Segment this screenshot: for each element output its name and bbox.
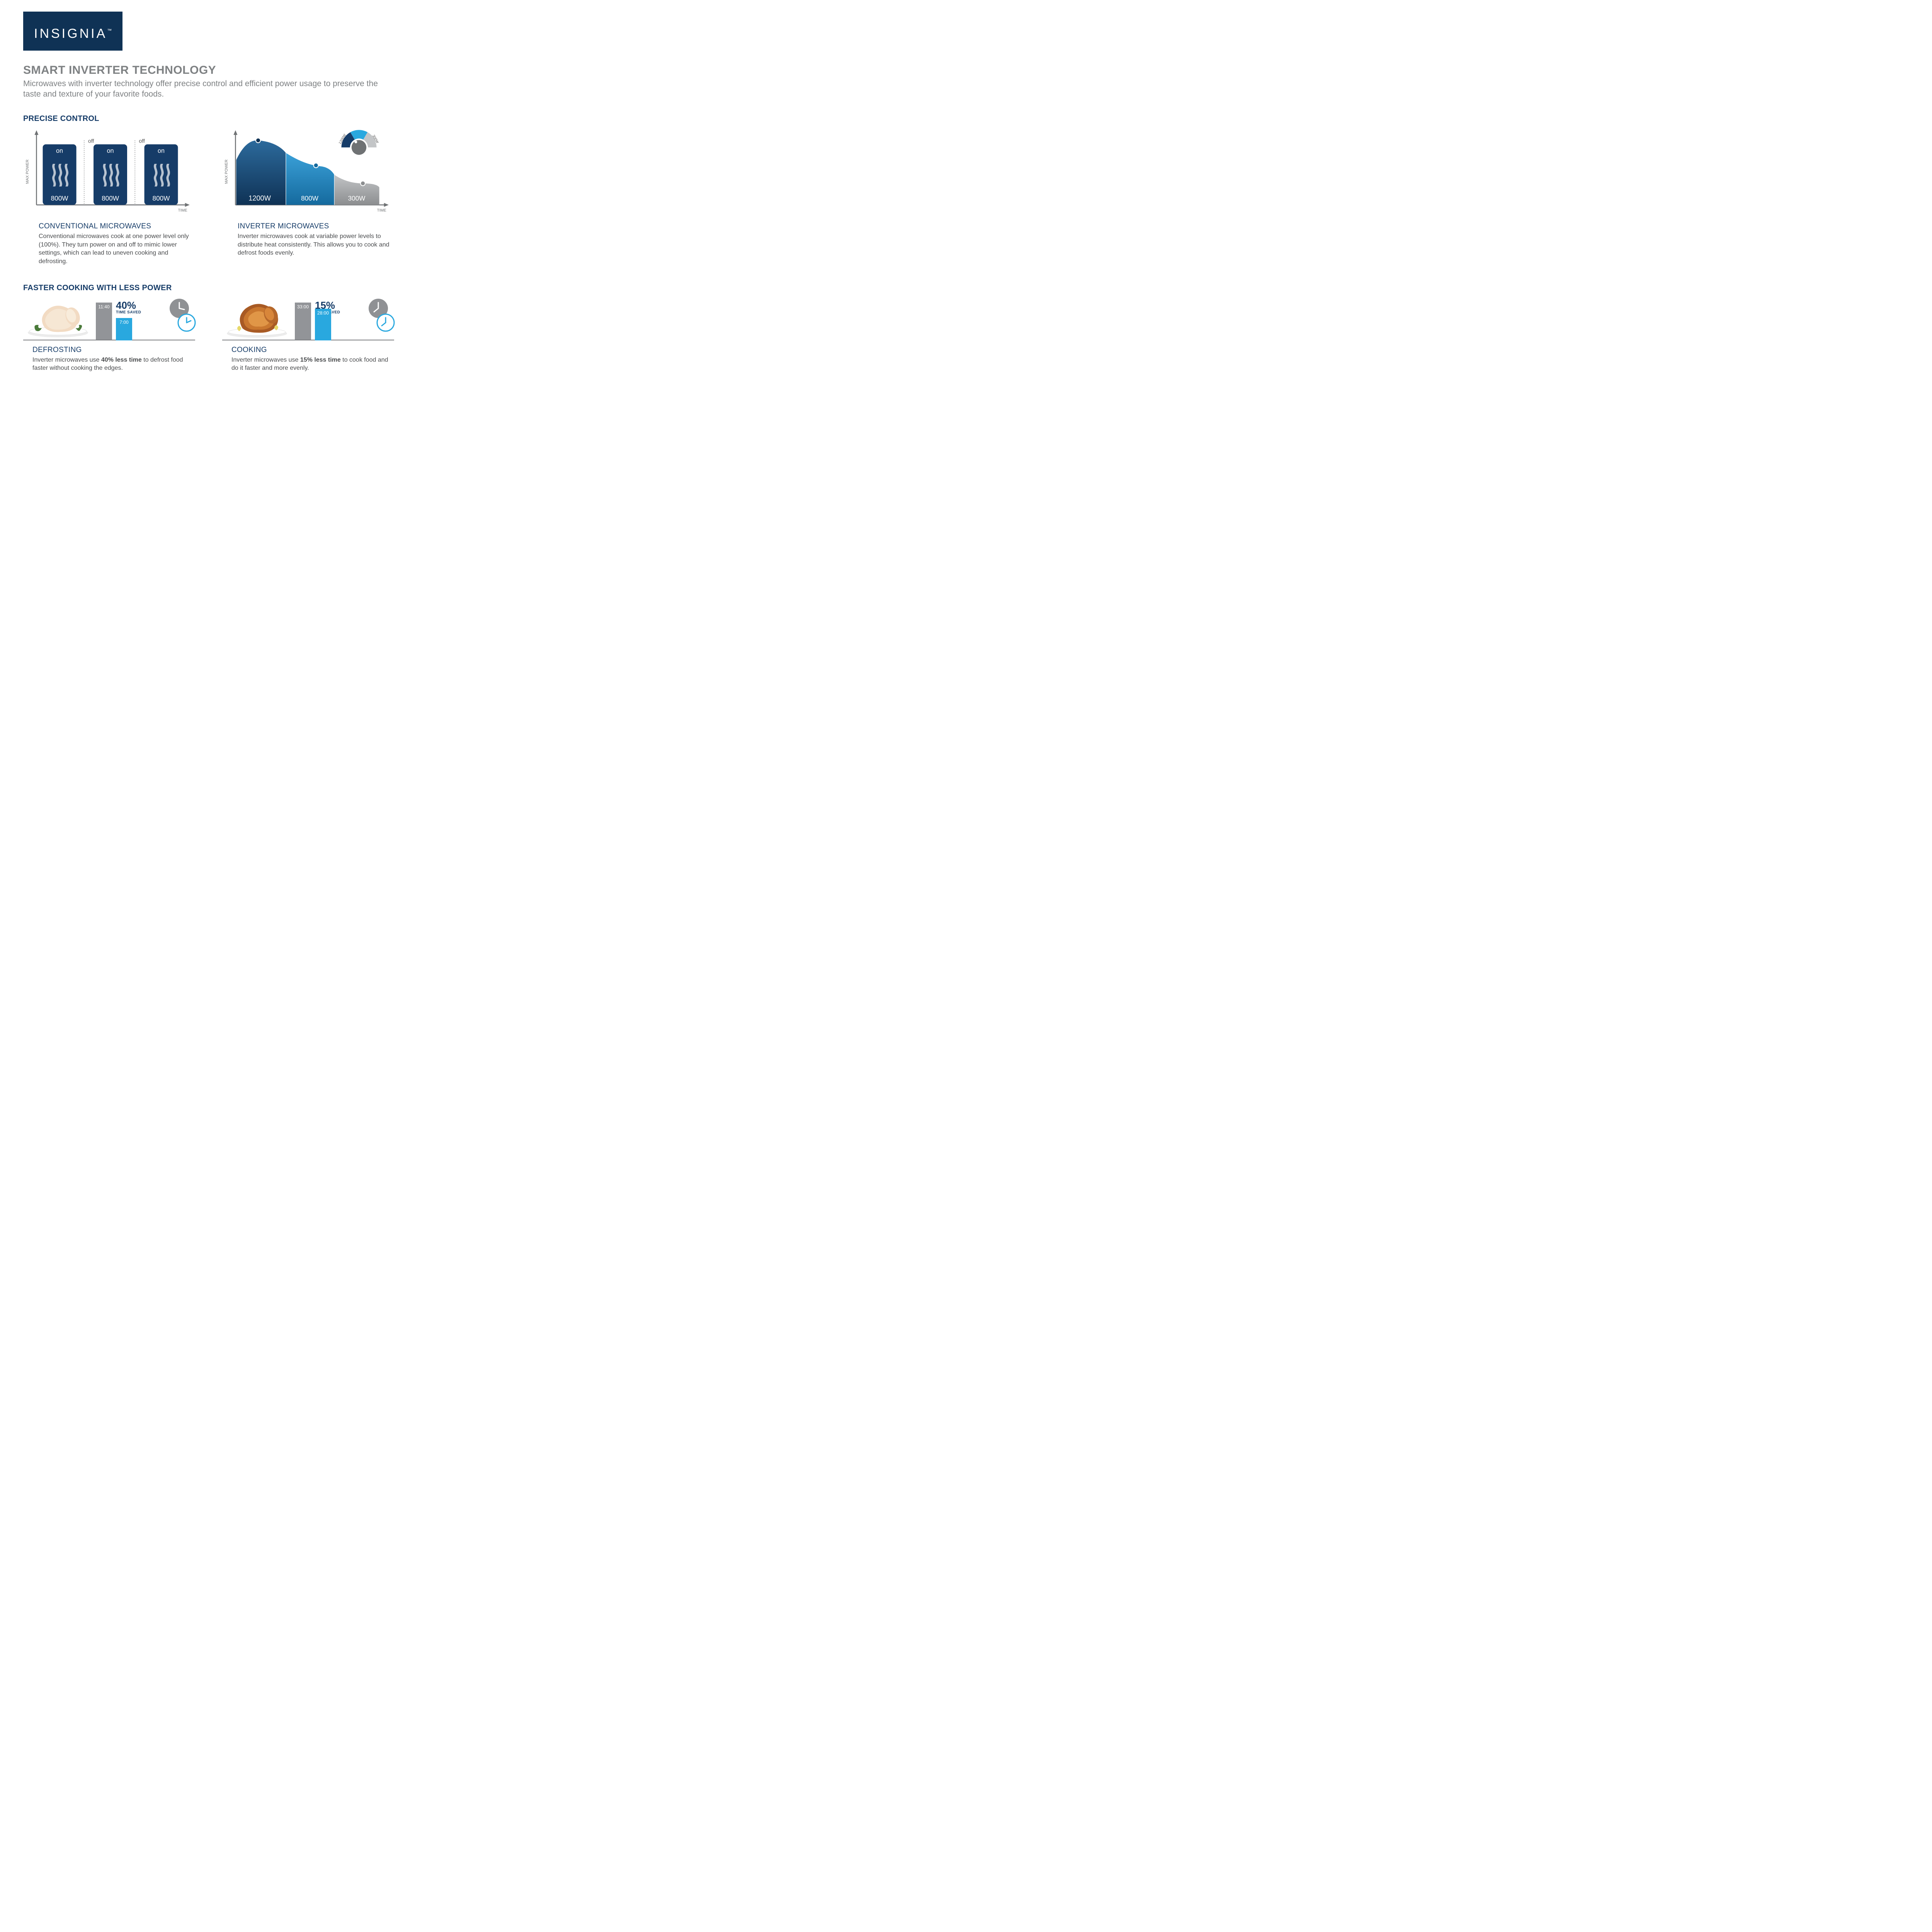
defrost-body: Inverter microwaves use 40% less time to…	[32, 356, 195, 372]
defrost-chart: 11:40 40% TIME SAVED 7:00	[23, 298, 195, 340]
hero-lead: Microwaves with inverter technology offe…	[23, 78, 379, 100]
conventional-title: CONVENTIONAL MICROWAVES	[39, 222, 195, 231]
section-precise-title: PRECISE CONTROL	[23, 114, 394, 123]
defrost-title: DEFROSTING	[32, 346, 195, 354]
inverter-body: Inverter microwaves cook at variable pow…	[238, 232, 394, 257]
cook-bar-new: 28:00	[315, 309, 331, 340]
defrost-bar-old: 11:40	[96, 303, 112, 340]
svg-text:on: on	[107, 147, 114, 154]
defrost-bar-new: 7:00	[116, 318, 132, 340]
conventional-chart: MAX POWER TIME on 800W off	[23, 129, 195, 217]
brand-tm: ™	[107, 28, 112, 33]
page: INSIGNIA™ SMART INVERTER TECHNOLOGY Micr…	[0, 0, 417, 417]
cook-col: 33:00 15% TIME SAVED 28:00	[222, 298, 394, 372]
cook-title: COOKING	[231, 346, 394, 354]
dot-800	[314, 163, 318, 168]
cook-bars: 33:00 15% TIME SAVED 28:00	[295, 298, 361, 340]
svg-text:800W: 800W	[102, 194, 119, 202]
defrost-stat: 40% TIME SAVED 7:00	[116, 300, 162, 315]
conventional-col: MAX POWER TIME on 800W off	[23, 129, 195, 266]
inverter-chart: MAX POWER TIME 1200W 800W 300W	[222, 129, 394, 217]
defrost-col: 11:40 40% TIME SAVED 7:00	[23, 298, 195, 372]
defrost-bars: 11:40 40% TIME SAVED 7:00	[96, 298, 162, 340]
inverter-col: MAX POWER TIME 1200W 800W 300W	[222, 129, 394, 266]
axis-x-label: TIME	[178, 208, 187, 213]
cook-chart: 33:00 15% TIME SAVED 28:00	[222, 298, 394, 340]
conv-bar-1: on 800W	[94, 144, 127, 205]
svg-text:800W: 800W	[153, 194, 170, 202]
axis-y-label: MAX POWER	[26, 159, 30, 184]
clock-cyan-icon	[177, 313, 196, 332]
svg-text:300W: 300W	[348, 194, 366, 202]
svg-text:MAX POWER: MAX POWER	[224, 159, 229, 184]
cook-body: Inverter microwaves use 15% less time to…	[231, 356, 394, 372]
precise-row: MAX POWER TIME on 800W off	[23, 129, 394, 266]
svg-text:on: on	[158, 147, 165, 154]
svg-text:800W: 800W	[301, 194, 319, 202]
off-label-0: off	[88, 138, 94, 144]
conv-bar-2: on 800W	[145, 144, 178, 205]
brand-logo: INSIGNIA™	[23, 12, 122, 51]
brand-name: INSIGNIA	[34, 26, 107, 41]
svg-text:1200W: 1200W	[248, 194, 271, 202]
cook-bar-old: 33:00	[295, 303, 311, 340]
svg-text:TIME: TIME	[377, 208, 386, 213]
section-faster-title: FASTER COOKING WITH LESS POWER	[23, 284, 394, 293]
clock-cyan-icon	[376, 313, 395, 332]
dot-300	[361, 181, 365, 185]
inverter-title: INVERTER MICROWAVES	[238, 222, 394, 231]
conv-bar-0: on 800W	[43, 144, 77, 205]
off-label-1: off	[139, 138, 145, 144]
cook-stat: 15% TIME SAVED 28:00	[315, 300, 361, 315]
hero-title: SMART INVERTER TECHNOLOGY	[23, 64, 394, 77]
svg-text:on: on	[56, 147, 63, 154]
roast-chicken-icon	[222, 297, 292, 340]
faster-row: 11:40 40% TIME SAVED 7:00	[23, 298, 394, 372]
power-gauge: 1200W 800W 300W	[338, 129, 379, 155]
dot-1200	[256, 138, 260, 143]
svg-text:800W: 800W	[51, 194, 69, 202]
raw-chicken-icon	[23, 297, 93, 340]
conventional-body: Conventional microwaves cook at one powe…	[39, 232, 195, 265]
